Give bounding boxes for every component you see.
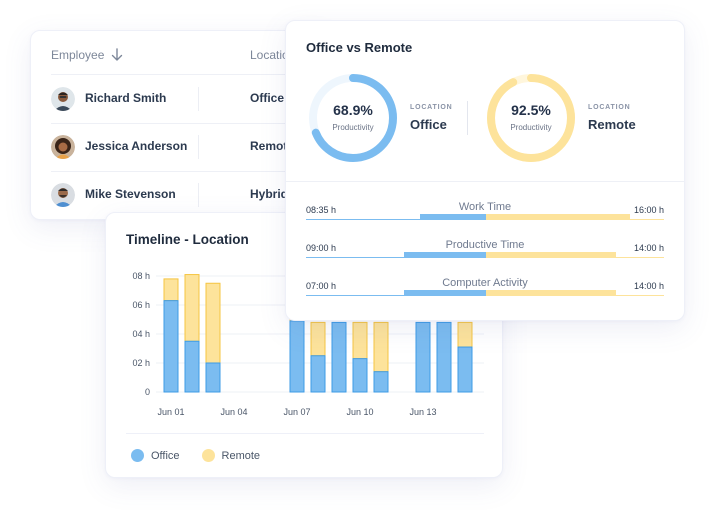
- metric-start-time: 08:35 h: [306, 205, 337, 215]
- location-label: LOCATION: [588, 104, 631, 111]
- office-productivity-gauge: 68.9% Productivity: [308, 73, 398, 163]
- divider: [198, 135, 199, 159]
- divider: [51, 74, 329, 75]
- remote-segment: [486, 214, 630, 220]
- metric-end-time: 14:00 h: [633, 281, 664, 291]
- metric-computer-activity: 07:00 h Computer Activity 14:00 h: [306, 275, 664, 305]
- avatar: [51, 87, 75, 111]
- office-vs-remote-card: Office vs Remote 68.9% Productivity LOCA…: [285, 20, 685, 321]
- table-row[interactable]: Mike Stevenson Hybrid: [51, 171, 329, 219]
- legend-item-remote[interactable]: Remote: [201, 449, 261, 462]
- table-row[interactable]: Richard Smith Office: [51, 75, 329, 123]
- metric-work-time: 08:35 h Work Time 16:00 h: [306, 199, 664, 229]
- legend-label: Office: [151, 449, 180, 462]
- remote-segment: [486, 252, 616, 258]
- employee-name: Richard Smith: [85, 91, 167, 105]
- remote-dot-icon: [201, 449, 215, 462]
- bar-remote: [205, 282, 221, 364]
- bar-remote: [163, 278, 179, 302]
- bar-remote: [352, 321, 368, 360]
- bar-remote: [184, 274, 200, 342]
- y-tick-label: 02 h: [132, 358, 150, 368]
- gauge-caption: Productivity: [332, 123, 374, 132]
- bar-remote: [457, 321, 473, 348]
- y-tick-label: 0: [145, 387, 150, 397]
- metric-label: Productive Time: [445, 239, 525, 251]
- x-tick-label: Jun 13: [409, 407, 436, 417]
- employee-table-card: Employee Location Richard Smith Office J…: [30, 30, 330, 220]
- ring-chart-icon: [487, 74, 575, 162]
- bar-office: [415, 321, 431, 393]
- employee-name: Jessica Anderson: [85, 139, 188, 153]
- ring-chart-icon: [309, 74, 397, 162]
- bar-office: [289, 320, 305, 393]
- legend-item-office[interactable]: Office: [131, 449, 180, 462]
- column-header-location[interactable]: Location: [250, 48, 296, 62]
- x-tick-label: Jun 10: [346, 407, 373, 417]
- timeline-track-office: [306, 257, 486, 258]
- divider: [51, 171, 329, 172]
- bar-office: [310, 355, 326, 393]
- metric-label: Computer Activity: [442, 277, 528, 289]
- legend-label: Remote: [221, 449, 261, 462]
- divider: [286, 181, 684, 182]
- employee-name: Mike Stevenson: [85, 187, 176, 201]
- table-header: Employee Location: [51, 48, 329, 64]
- location-value: Office: [410, 117, 447, 132]
- divider: [126, 433, 484, 434]
- card-title: Timeline - Location: [126, 232, 249, 247]
- bar-office: [352, 358, 368, 393]
- timeline-track-office: [306, 295, 486, 296]
- arrow-down-icon[interactable]: [110, 47, 124, 63]
- employee-location: Office: [250, 91, 285, 105]
- remote-productivity-gauge: 92.5% Productivity: [486, 73, 576, 163]
- employee-location: Hybrid: [250, 187, 289, 201]
- metric-productive-time: 09:00 h Productive Time 14:00 h: [306, 237, 664, 267]
- bar-office: [163, 300, 179, 393]
- divider: [467, 101, 468, 135]
- metric-start-time: 07:00 h: [306, 281, 337, 291]
- bar-office: [457, 346, 473, 393]
- location-label: LOCATION: [410, 104, 453, 111]
- office-segment: [404, 252, 486, 258]
- office-dot-icon: [131, 449, 144, 462]
- y-tick-label: 08 h: [132, 271, 150, 281]
- bar-remote: [310, 321, 326, 357]
- bar-office: [205, 362, 221, 393]
- office-segment: [420, 214, 486, 220]
- remote-segment: [486, 290, 616, 296]
- bar-office: [184, 340, 200, 393]
- office-segment: [404, 290, 486, 296]
- bar-office: [331, 321, 347, 393]
- metric-start-time: 09:00 h: [306, 243, 337, 253]
- divider: [198, 183, 199, 207]
- gauge-percent: 68.9%: [333, 102, 373, 118]
- metric-end-time: 14:00 h: [633, 243, 664, 253]
- y-tick-label: 06 h: [132, 300, 150, 310]
- timeline-track-office: [306, 219, 486, 220]
- column-header-employee[interactable]: Employee: [51, 48, 105, 62]
- metric-label: Work Time: [458, 201, 512, 213]
- avatar: [51, 183, 75, 207]
- x-tick-label: Jun 07: [283, 407, 310, 417]
- timeline-location-card: Timeline - Location 0 02 h 04 h 06 h 08 h Jun…: [105, 212, 503, 478]
- bar-remote: [373, 321, 389, 373]
- bar-office: [373, 371, 389, 393]
- metric-end-time: 16:00 h: [633, 205, 664, 215]
- avatar: [51, 135, 75, 159]
- x-tick-label: Jun 04: [220, 407, 247, 417]
- bar-office: [436, 321, 452, 393]
- location-value: Remote: [588, 117, 636, 132]
- gauge-percent: 92.5%: [511, 102, 551, 118]
- table-row[interactable]: Jessica Anderson Remote: [51, 123, 329, 171]
- x-tick-label: Jun 01: [157, 407, 184, 417]
- divider: [51, 123, 329, 124]
- y-tick-label: 04 h: [132, 329, 150, 339]
- card-title: Office vs Remote: [306, 40, 413, 55]
- chart-legend: Office Remote: [131, 449, 260, 462]
- divider: [198, 87, 199, 111]
- gauge-caption: Productivity: [510, 123, 552, 132]
- employee-location: Remote: [250, 139, 295, 153]
